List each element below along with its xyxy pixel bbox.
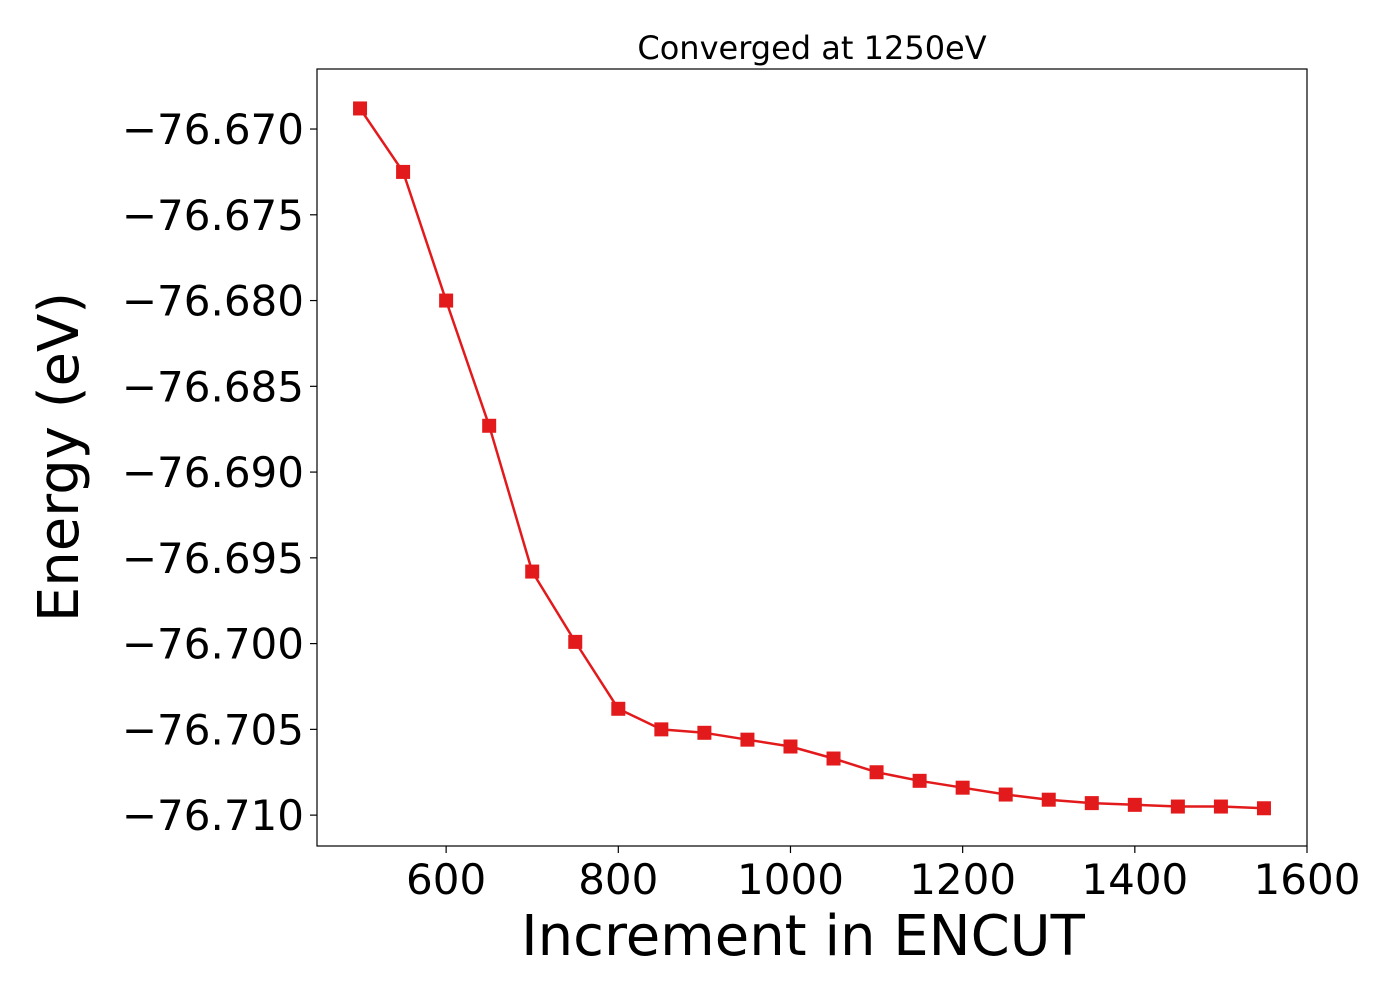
- data-point: [1213, 799, 1228, 814]
- data-point: [525, 564, 540, 579]
- data-point: [998, 787, 1013, 802]
- y-tick-label: −76.670: [122, 105, 304, 154]
- data-point: [1127, 797, 1142, 812]
- data-point: [568, 634, 583, 649]
- plot-area: [316, 68, 1308, 847]
- y-tick-label: −76.685: [122, 362, 304, 411]
- series-line: [358, 107, 1265, 810]
- data-point: [1041, 792, 1056, 807]
- x-axis-label: Increment in ENCUT: [521, 904, 1086, 969]
- x-tick-label: 1600: [1254, 855, 1361, 904]
- data-point: [955, 780, 970, 795]
- data-point: [912, 773, 927, 788]
- data-point: [396, 164, 411, 179]
- data-point: [353, 101, 368, 116]
- data-point: [826, 751, 841, 766]
- y-tick-label: −76.705: [122, 705, 304, 754]
- y-tick-label: −76.700: [122, 620, 304, 669]
- data-point: [740, 732, 755, 747]
- data-point: [1170, 799, 1185, 814]
- y-tick-label: −76.695: [122, 534, 304, 583]
- data-point: [697, 725, 712, 740]
- data-point: [611, 701, 626, 716]
- x-tick-label: 600: [406, 855, 486, 904]
- data-series: [353, 101, 1271, 816]
- y-tick-label: −76.710: [122, 791, 304, 840]
- y-axis-label: Energy (eV): [27, 292, 92, 622]
- y-tick-label: −76.690: [122, 448, 304, 497]
- x-tick-label: 1000: [737, 855, 844, 904]
- data-point: [1084, 796, 1099, 811]
- data-point: [783, 739, 798, 754]
- x-axis: 600 800 1000 1200 1400 1600: [406, 846, 1360, 904]
- x-tick-label: 1400: [1081, 855, 1188, 904]
- y-tick-label: −76.680: [122, 277, 304, 326]
- x-tick-label: 1200: [909, 855, 1016, 904]
- x-tick-label: 800: [578, 855, 658, 904]
- data-point: [482, 418, 497, 433]
- chart-title: Converged at 1250eV: [637, 29, 986, 67]
- data-point: [439, 293, 454, 308]
- y-axis: −76.670 −76.675 −76.680 −76.685 −76.690 −76.6…: [122, 105, 317, 840]
- data-point: [1256, 801, 1271, 816]
- y-tick-label: −76.675: [122, 191, 304, 240]
- data-point: [654, 722, 669, 737]
- data-point: [869, 765, 884, 780]
